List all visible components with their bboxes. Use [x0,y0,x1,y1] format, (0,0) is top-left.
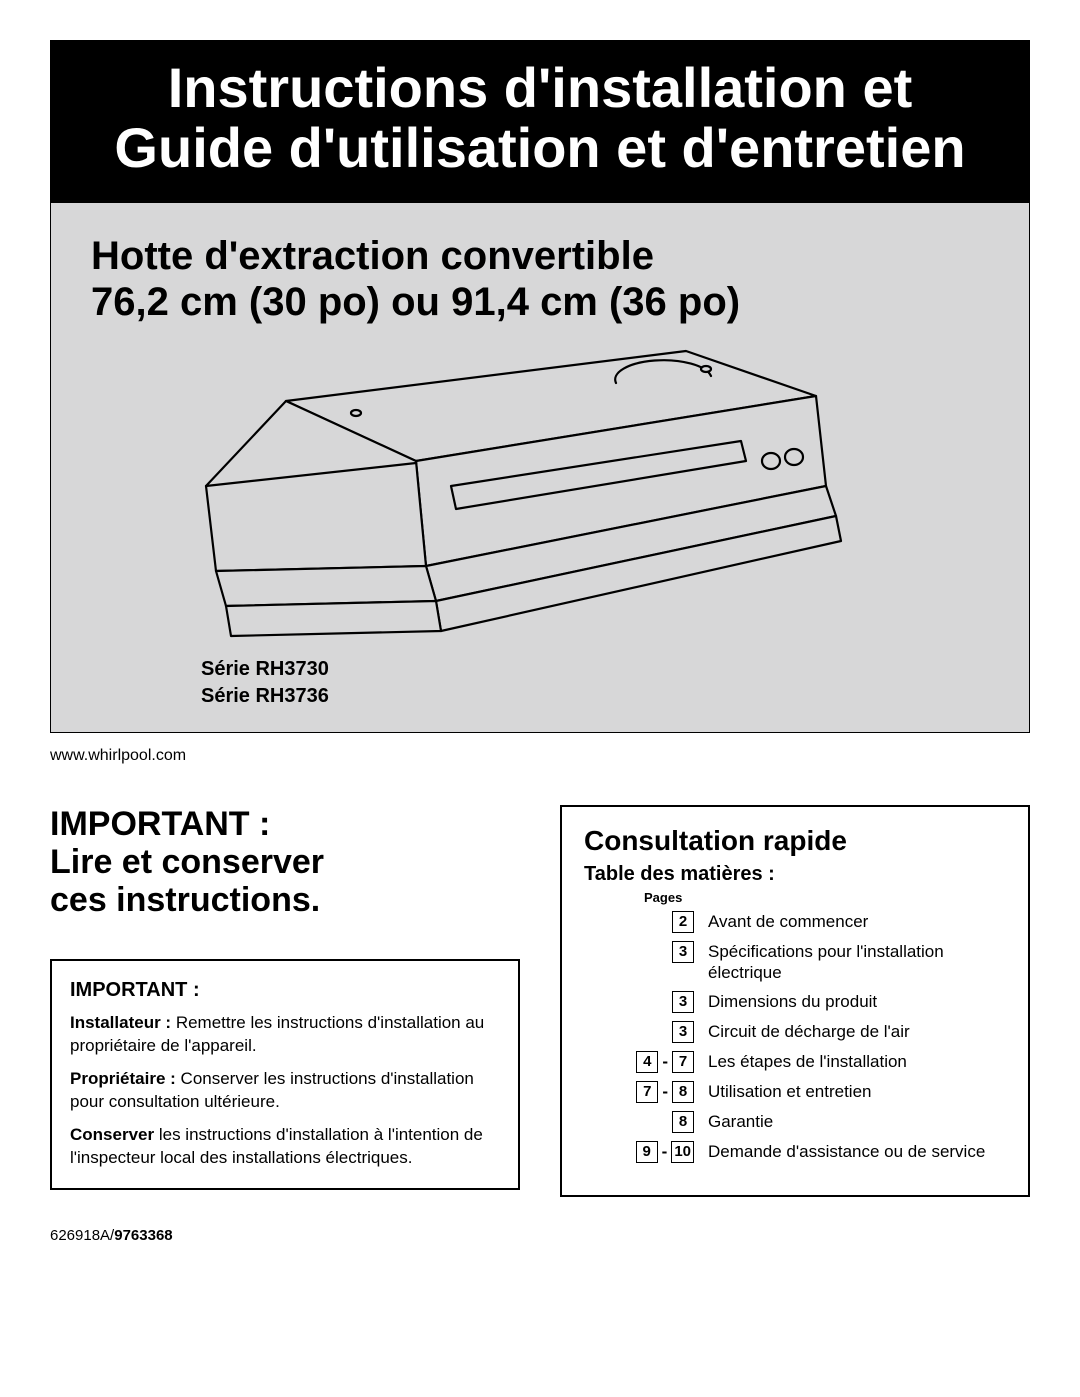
toc-row: 2Avant de commencer [584,911,1006,933]
toc-pages-label: Pages [644,890,1006,905]
toc-row-text: Circuit de décharge de l'air [694,1021,910,1042]
toc-rows: 2Avant de commencer3Spécifications pour … [584,911,1006,1164]
docnum-plain: 626918A/ [50,1227,114,1244]
page-number-box: 9 [636,1141,658,1163]
toc-row-pages: 9-10 [584,1141,694,1163]
subtitle-line-1: Hotte d'extraction convertible [91,233,989,279]
page-number-box: 4 [636,1051,658,1073]
series-a: Série RH3730 [201,656,329,683]
toc-row-text: Garantie [694,1111,773,1132]
toc-title: Consultation rapide [584,825,1006,857]
page-number-box: 3 [672,941,694,963]
toc-row: 3Circuit de décharge de l'air [584,1021,1006,1043]
page-range-dash: - [662,1142,668,1162]
page-number-box: 7 [672,1051,694,1073]
toc-row-pages: 7-8 [584,1081,694,1103]
series-b: Série RH3736 [201,683,329,710]
toc-row-pages: 2 [584,911,694,933]
page-range-dash: - [662,1052,668,1072]
page-number-box: 8 [672,1081,694,1103]
toc-subtitle: Table des matières : [584,863,1006,886]
toc-row: 7-8Utilisation et entretien [584,1081,1006,1103]
toc-row-pages: 3 [584,1021,694,1043]
important-heading-l2: Lire et conserver [50,843,520,881]
range-hood-illustration [146,341,926,661]
toc-row-pages: 3 [584,941,694,963]
product-panel: Hotte d'extraction convertible 76,2 cm (… [50,203,1030,733]
toc-box: Consultation rapide Table des matières :… [560,805,1030,1198]
bottom-row: IMPORTANT : Lire et conserver ces instru… [50,805,1030,1198]
banner-line-1: Instructions d'installation et [60,58,1020,118]
page-number-box: 3 [672,991,694,1013]
subtitle-line-2: 76,2 cm (30 po) ou 91,4 cm (36 po) [91,279,989,325]
product-subtitle: Hotte d'extraction convertible 76,2 cm (… [91,233,989,325]
toc-row-text: Spécifications pour l'installation élect… [694,941,1006,984]
toc-row: 3Spécifications pour l'installation élec… [584,941,1006,984]
toc-row: 9-10Demande d'assistance ou de service [584,1141,1006,1163]
important-heading: IMPORTANT : Lire et conserver ces instru… [50,805,520,919]
toc-row-text: Avant de commencer [694,911,868,932]
page-range-dash: - [662,1082,668,1102]
document-number: 626918A/9763368 [50,1227,1030,1244]
important-p1-bold: Installateur : [70,1013,171,1032]
toc-row: 4-7Les étapes de l'installation [584,1051,1006,1073]
page-number-box: 7 [636,1081,658,1103]
important-p3: Conserver les instructions d'installatio… [70,1124,500,1170]
left-column: IMPORTANT : Lire et conserver ces instru… [50,805,520,1198]
toc-row: 8Garantie [584,1111,1006,1133]
right-column: Consultation rapide Table des matières :… [560,805,1030,1198]
page-number-box: 2 [672,911,694,933]
toc-row: 3Dimensions du produit [584,991,1006,1013]
important-heading-l1: IMPORTANT : [50,805,520,843]
important-heading-l3: ces instructions. [50,881,520,919]
website-url: www.whirlpool.com [50,747,1030,765]
important-box-header: IMPORTANT : [70,977,500,1004]
toc-row-text: Dimensions du produit [694,991,877,1012]
docnum-bold: 9763368 [114,1227,172,1244]
important-p2-bold: Propriétaire : [70,1069,176,1088]
important-p2: Propriétaire : Conserver les instruction… [70,1068,500,1114]
toc-row-pages: 8 [584,1111,694,1133]
toc-row-pages: 3 [584,991,694,1013]
series-block: Série RH3730 Série RH3736 [201,656,329,710]
important-p3-bold: Conserver [70,1125,154,1144]
page-number-box: 8 [672,1111,694,1133]
important-p1: Installateur : Remettre les instructions… [70,1012,500,1058]
toc-row-pages: 4-7 [584,1051,694,1073]
important-box: IMPORTANT : Installateur : Remettre les … [50,959,520,1190]
page-number-box: 10 [671,1141,694,1163]
title-banner: Instructions d'installation et Guide d'u… [50,40,1030,203]
banner-line-2: Guide d'utilisation et d'entretien [60,118,1020,178]
toc-row-text: Utilisation et entretien [694,1081,871,1102]
toc-row-text: Les étapes de l'installation [694,1051,907,1072]
page-number-box: 3 [672,1021,694,1043]
toc-row-text: Demande d'assistance ou de service [694,1141,985,1162]
